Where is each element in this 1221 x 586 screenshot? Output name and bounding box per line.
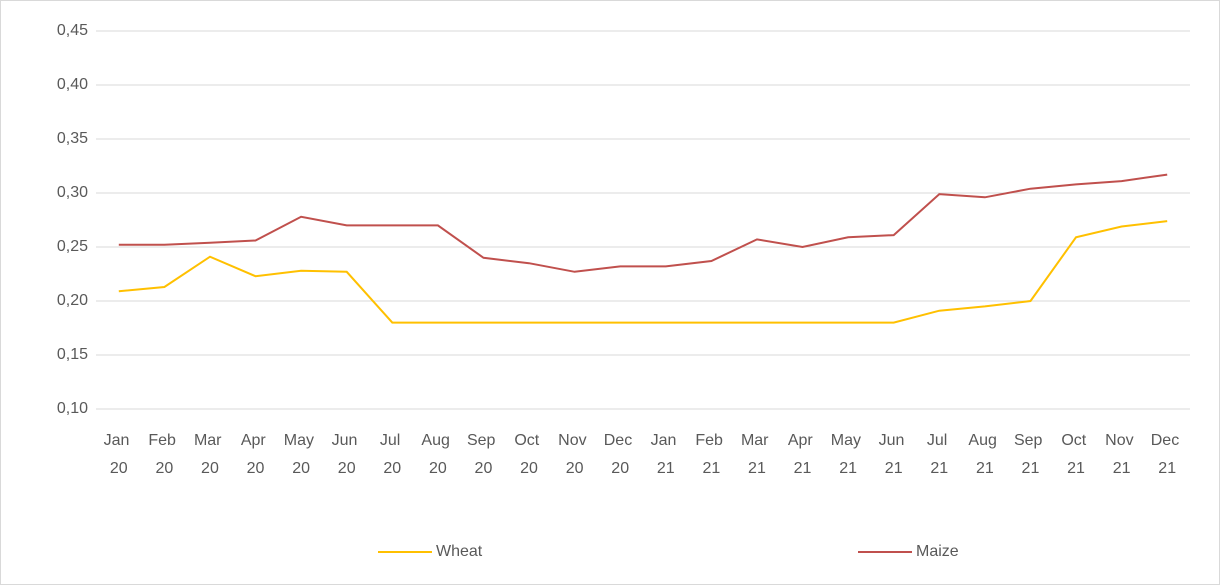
legend-label: Maize <box>916 543 959 560</box>
y-tick-label: 0,30 <box>57 184 88 201</box>
x-tick-label: Feb 20 <box>148 432 180 477</box>
x-tick-label: Jan 20 <box>104 432 134 477</box>
x-tick-label: Oct 20 <box>514 432 543 477</box>
x-tick-label: Jun 20 <box>332 432 362 477</box>
y-tick-label: 0,25 <box>57 238 88 255</box>
y-tick-label: 0,20 <box>57 292 88 309</box>
x-tick-label: Feb 21 <box>695 432 727 477</box>
x-tick-label: Sep 20 <box>467 432 500 477</box>
x-tick-label: Mar 21 <box>741 432 773 477</box>
x-tick-label: Oct 21 <box>1061 432 1090 477</box>
x-tick-label: Sep 21 <box>1014 432 1047 477</box>
x-tick-label: Jul 20 <box>380 432 405 477</box>
x-tick-label: Jul 21 <box>927 432 952 477</box>
x-tick-label: May 21 <box>831 432 866 477</box>
x-tick-label: Mar 20 <box>194 432 226 477</box>
x-tick-label: Jan 21 <box>651 432 681 477</box>
x-tick-label: Jun 21 <box>879 432 909 477</box>
data-line <box>118 173 1168 273</box>
x-tick-label: Dec 20 <box>604 432 637 477</box>
y-tick-label: 0,15 <box>57 346 88 363</box>
y-tick-label: 0,45 <box>57 22 88 39</box>
x-tick-label: Dec 21 <box>1151 432 1184 477</box>
x-tick-label: Nov 21 <box>1105 432 1138 477</box>
y-tick-label: 0,10 <box>57 400 88 417</box>
x-tick-label: Aug 21 <box>968 432 1001 477</box>
x-tick-label: Apr 20 <box>241 432 270 477</box>
x-tick-label: Nov 20 <box>558 432 591 477</box>
data-line <box>118 220 1168 324</box>
x-tick-label: Apr 21 <box>788 432 817 477</box>
legend-label: Wheat <box>436 543 483 560</box>
y-tick-label: 0,35 <box>57 130 88 147</box>
y-tick-label: 0,40 <box>57 76 88 93</box>
x-tick-label: May 20 <box>284 432 319 477</box>
x-tick-label: Aug 20 <box>421 432 454 477</box>
